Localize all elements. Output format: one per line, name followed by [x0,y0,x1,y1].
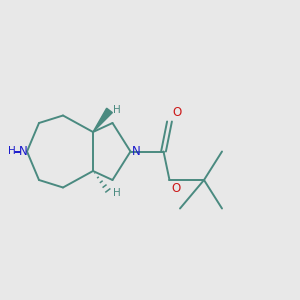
Text: O: O [171,182,180,194]
Polygon shape [93,108,112,132]
Text: O: O [172,106,181,119]
Text: N: N [132,145,141,158]
Text: H: H [112,105,120,116]
Text: H: H [112,188,120,198]
Text: N: N [19,145,28,158]
Text: H: H [8,146,15,157]
